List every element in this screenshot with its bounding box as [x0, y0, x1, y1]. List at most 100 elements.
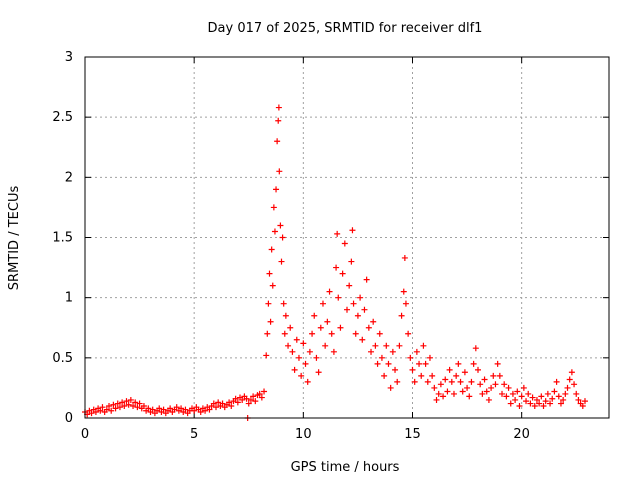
data-point	[219, 400, 226, 407]
data-point	[418, 372, 425, 379]
data-point	[324, 318, 331, 325]
data-point	[243, 395, 250, 402]
data-point	[99, 404, 106, 411]
data-point	[512, 396, 519, 403]
data-point	[401, 254, 408, 261]
data-point	[108, 407, 115, 414]
data-point	[453, 372, 460, 379]
data-point	[501, 381, 508, 388]
data-point	[477, 381, 484, 388]
data-point	[562, 390, 569, 397]
data-point	[228, 402, 235, 409]
data-point	[442, 376, 449, 383]
data-point	[302, 360, 309, 367]
data-points	[82, 104, 588, 421]
data-point	[267, 318, 274, 325]
data-point	[197, 408, 204, 415]
data-point	[365, 324, 372, 331]
data-point	[499, 390, 506, 397]
data-point	[160, 406, 167, 413]
data-point	[149, 406, 156, 413]
data-point	[431, 384, 438, 391]
data-point	[381, 372, 388, 379]
data-point	[392, 366, 399, 373]
data-point	[496, 372, 503, 379]
data-point	[134, 404, 141, 411]
data-point	[346, 282, 353, 289]
data-point	[178, 405, 185, 412]
data-point	[313, 354, 320, 361]
data-point	[503, 393, 510, 400]
data-point	[173, 404, 180, 411]
data-point	[121, 402, 128, 409]
data-point	[191, 407, 198, 414]
data-point	[525, 390, 532, 397]
data-point	[385, 360, 392, 367]
data-point	[123, 398, 130, 405]
y-tick-label: 1.5	[52, 231, 73, 246]
data-point	[276, 168, 283, 175]
data-point	[564, 384, 571, 391]
data-point	[549, 395, 556, 402]
data-point	[275, 104, 282, 111]
data-point	[130, 402, 137, 409]
data-point	[252, 398, 259, 405]
data-point	[455, 360, 462, 367]
data-point	[136, 400, 143, 407]
data-point	[571, 381, 578, 388]
data-point	[309, 330, 316, 337]
x-tick-label: 5	[190, 427, 198, 442]
data-point	[182, 406, 189, 413]
data-point	[514, 388, 521, 395]
data-point	[433, 396, 440, 403]
data-point	[533, 396, 540, 403]
y-axis-label: SRMTID / TECUs	[7, 186, 22, 291]
data-point	[544, 390, 551, 397]
data-point	[398, 312, 405, 319]
data-point	[300, 340, 307, 347]
data-point	[273, 186, 280, 193]
data-point	[145, 405, 152, 412]
data-point	[319, 300, 326, 307]
data-point	[271, 228, 278, 235]
data-point	[409, 366, 416, 373]
data-point	[396, 342, 403, 349]
data-point	[322, 342, 329, 349]
data-point	[234, 399, 241, 406]
data-point	[317, 324, 324, 331]
data-point	[536, 400, 543, 407]
data-point	[265, 300, 272, 307]
data-point	[263, 352, 270, 359]
data-point	[125, 401, 132, 408]
data-point	[363, 276, 370, 283]
data-point	[457, 378, 464, 385]
data-point	[568, 369, 575, 376]
x-axis-label: GPS time / hours	[291, 460, 400, 475]
data-point	[116, 404, 123, 411]
data-point	[407, 354, 414, 361]
data-point	[339, 270, 346, 277]
data-point	[429, 372, 436, 379]
data-point	[295, 354, 302, 361]
data-point	[156, 405, 163, 412]
data-point	[210, 400, 217, 407]
data-point	[466, 393, 473, 400]
data-point	[459, 388, 466, 395]
data-point	[448, 378, 455, 385]
x-tick-label: 0	[81, 427, 89, 442]
data-point	[435, 390, 442, 397]
data-point	[420, 342, 427, 349]
data-point	[368, 348, 375, 355]
data-point	[359, 336, 366, 343]
data-point	[315, 369, 322, 376]
data-point	[402, 300, 409, 307]
data-point	[280, 300, 287, 307]
data-point	[213, 404, 219, 411]
data-point	[119, 399, 126, 406]
data-point	[464, 384, 471, 391]
data-point	[232, 395, 239, 402]
data-point	[555, 393, 562, 400]
y-tick-label: 3	[65, 50, 73, 65]
data-point	[529, 394, 536, 401]
